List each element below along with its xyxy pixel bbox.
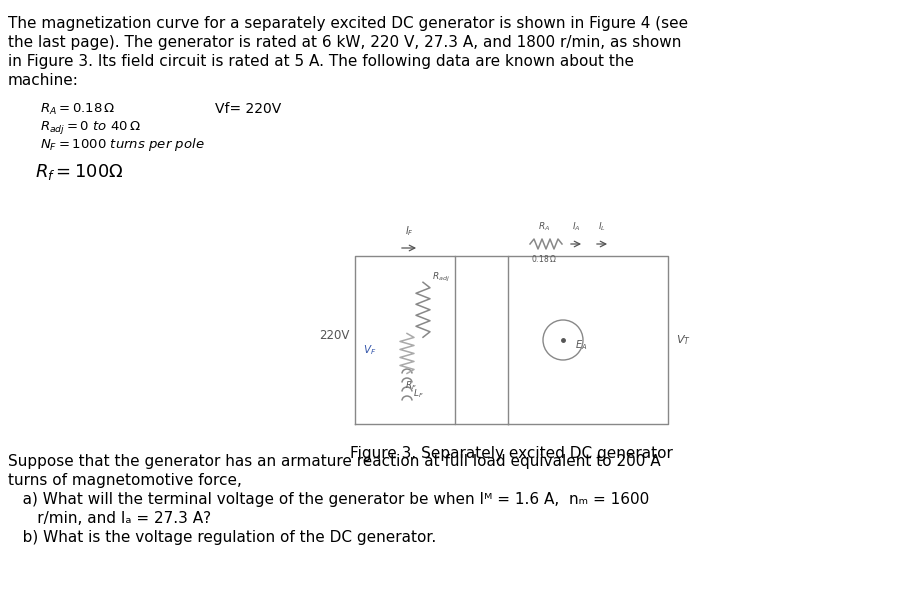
Text: $R_F$: $R_F$ (405, 379, 417, 392)
Text: $I_L$: $I_L$ (598, 220, 606, 233)
Text: a) What will the terminal voltage of the generator be when Iᴹ = 1.6 A,  nₘ = 160: a) What will the terminal voltage of the… (8, 492, 649, 507)
Text: Vf= 220V: Vf= 220V (215, 102, 281, 116)
Text: b) What is the voltage regulation of the DC generator.: b) What is the voltage regulation of the… (8, 530, 436, 545)
Text: 220V: 220V (319, 329, 350, 342)
Text: $R_{adj} = 0\ to\ 40\,\Omega$: $R_{adj} = 0\ to\ 40\,\Omega$ (40, 119, 141, 136)
Text: in Figure 3. Its field circuit is rated at 5 A. The following data are known abo: in Figure 3. Its field circuit is rated … (8, 54, 634, 69)
Text: Suppose that the generator has an armature reaction at full load equivalent to 2: Suppose that the generator has an armatu… (8, 454, 660, 469)
Text: $R_A$: $R_A$ (538, 220, 550, 233)
Text: the last page). The generator is rated at 6 kW, 220 V, 27.3 A, and 1800 r/min, a: the last page). The generator is rated a… (8, 35, 681, 50)
Text: Figure 3. Separately excited DC generator: Figure 3. Separately excited DC generato… (349, 446, 672, 461)
Text: $V_F$: $V_F$ (363, 343, 376, 357)
Text: $I_A$: $I_A$ (571, 220, 580, 233)
Text: $V_T$: $V_T$ (676, 333, 691, 347)
Text: $L_F$: $L_F$ (413, 388, 424, 400)
Text: $0.18\,\Omega$: $0.18\,\Omega$ (532, 253, 557, 264)
Text: $I_F$: $I_F$ (405, 224, 414, 238)
Text: turns of magnetomotive force,: turns of magnetomotive force, (8, 473, 242, 488)
Text: machine:: machine: (8, 73, 79, 88)
Text: $N_F = 1000\ turns\ per\ pole$: $N_F = 1000\ turns\ per\ pole$ (40, 136, 205, 153)
Text: $R_A = 0.18\,\Omega$: $R_A = 0.18\,\Omega$ (40, 102, 115, 117)
Text: $\mathit{R}_f = 100\Omega$: $\mathit{R}_f = 100\Omega$ (35, 162, 124, 182)
Text: r/min, and Iₐ = 27.3 A?: r/min, and Iₐ = 27.3 A? (8, 511, 211, 526)
Text: The magnetization curve for a separately excited DC generator is shown in Figure: The magnetization curve for a separately… (8, 16, 688, 31)
Text: $E_A$: $E_A$ (575, 338, 588, 352)
Text: $R_{adj}$: $R_{adj}$ (432, 271, 450, 284)
